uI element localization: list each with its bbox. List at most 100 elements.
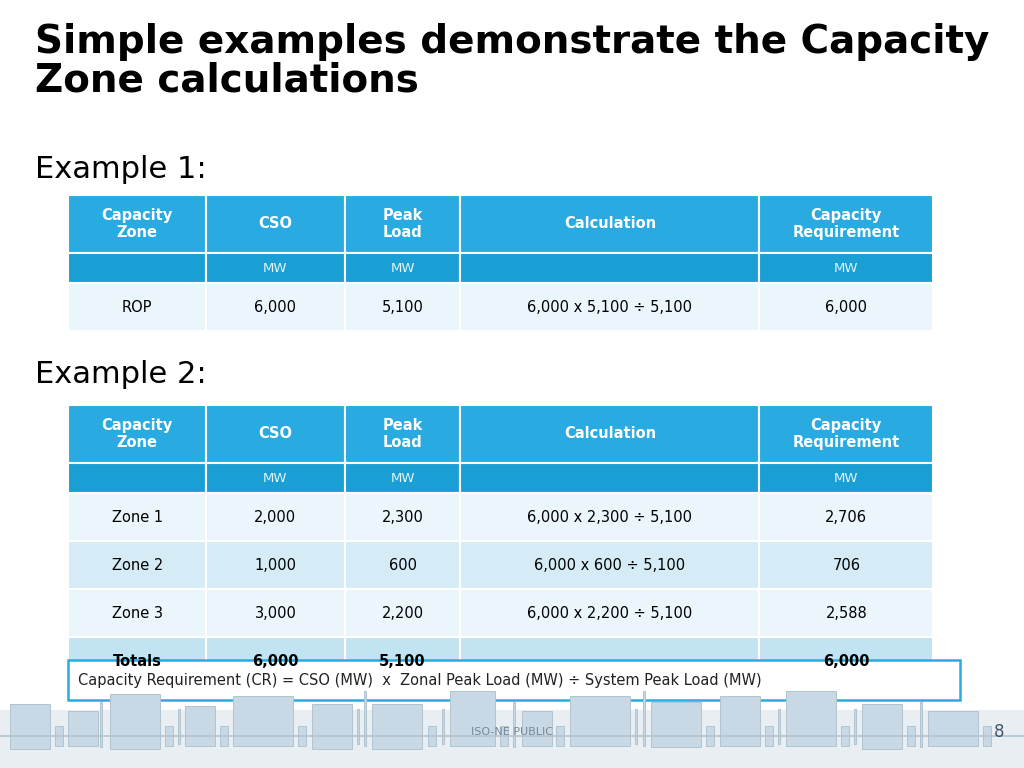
Bar — [643, 690, 645, 746]
Bar — [786, 690, 836, 746]
Text: 6,000: 6,000 — [825, 300, 867, 315]
Bar — [100, 702, 102, 746]
Text: Example 1:: Example 1: — [35, 155, 207, 184]
Bar — [206, 405, 344, 463]
Text: MW: MW — [390, 472, 415, 485]
Text: MW: MW — [263, 472, 288, 485]
Bar — [206, 541, 344, 589]
Bar — [68, 405, 206, 463]
Bar — [68, 541, 206, 589]
Text: Peak
Load: Peak Load — [382, 418, 423, 450]
Bar — [928, 710, 978, 746]
Bar — [312, 703, 352, 749]
Text: 5,100: 5,100 — [379, 654, 426, 668]
Text: ISO-NE PUBLIC: ISO-NE PUBLIC — [471, 727, 553, 737]
Bar — [442, 709, 444, 743]
Bar — [206, 283, 344, 331]
Bar — [68, 589, 206, 637]
Bar — [110, 694, 160, 749]
Bar — [68, 637, 206, 685]
Bar — [185, 706, 215, 746]
Text: 6,000: 6,000 — [254, 300, 296, 315]
Bar — [68, 253, 206, 283]
Text: 2,000: 2,000 — [254, 509, 297, 525]
Bar — [206, 637, 344, 685]
Text: Capacity
Requirement: Capacity Requirement — [793, 208, 900, 240]
Bar — [461, 253, 760, 283]
Text: 600: 600 — [388, 558, 417, 572]
Bar — [206, 253, 344, 283]
Bar — [68, 463, 206, 493]
Text: Zone calculations: Zone calculations — [35, 61, 419, 99]
Bar — [461, 463, 760, 493]
Text: CSO: CSO — [258, 426, 293, 442]
Bar — [760, 405, 933, 463]
Text: Zone 1: Zone 1 — [112, 509, 163, 525]
Bar — [854, 709, 856, 743]
Bar — [364, 690, 366, 746]
Bar — [651, 702, 701, 746]
Text: Calculation: Calculation — [564, 426, 656, 442]
Text: Zone 3: Zone 3 — [112, 605, 163, 621]
Text: Simple examples demonstrate the Capacity: Simple examples demonstrate the Capacity — [35, 23, 989, 61]
Bar — [55, 726, 63, 746]
Bar — [635, 709, 637, 743]
Bar — [178, 709, 180, 743]
Bar — [920, 702, 922, 746]
Bar — [461, 637, 760, 685]
Bar — [778, 709, 780, 743]
Text: 6,000 x 600 ÷ 5,100: 6,000 x 600 ÷ 5,100 — [535, 558, 685, 572]
Text: 2,706: 2,706 — [825, 509, 867, 525]
Text: Capacity
Zone: Capacity Zone — [101, 418, 173, 450]
Bar — [344, 589, 461, 637]
Text: 6,000 x 2,300 ÷ 5,100: 6,000 x 2,300 ÷ 5,100 — [527, 509, 692, 525]
Bar — [760, 195, 933, 253]
Text: Calculation: Calculation — [564, 217, 656, 231]
Bar — [165, 726, 173, 746]
Bar — [461, 283, 760, 331]
Bar — [344, 541, 461, 589]
Bar — [760, 541, 933, 589]
Bar — [344, 637, 461, 685]
Bar — [344, 463, 461, 493]
Text: 5,100: 5,100 — [382, 300, 424, 315]
Text: Capacity
Requirement: Capacity Requirement — [793, 418, 900, 450]
Bar — [983, 726, 991, 746]
Bar — [513, 702, 515, 746]
Bar — [372, 703, 422, 749]
Bar — [760, 493, 933, 541]
Text: 6,000 x 5,100 ÷ 5,100: 6,000 x 5,100 ÷ 5,100 — [527, 300, 692, 315]
Bar — [461, 493, 760, 541]
Bar — [570, 696, 630, 746]
Text: CSO: CSO — [258, 217, 293, 231]
Bar — [760, 589, 933, 637]
Bar — [450, 690, 495, 746]
Bar — [428, 726, 436, 746]
Text: 2,588: 2,588 — [825, 605, 867, 621]
Bar — [344, 283, 461, 331]
Text: 2,200: 2,200 — [381, 605, 424, 621]
Bar — [68, 283, 206, 331]
Bar — [461, 405, 760, 463]
Bar — [760, 253, 933, 283]
Text: Capacity
Zone: Capacity Zone — [101, 208, 173, 240]
Bar — [0, 710, 1024, 768]
Bar — [907, 726, 915, 746]
Bar — [765, 726, 773, 746]
Bar — [760, 463, 933, 493]
Bar — [760, 283, 933, 331]
Text: 8: 8 — [993, 723, 1004, 741]
Bar — [461, 589, 760, 637]
Bar — [206, 463, 344, 493]
Bar — [10, 703, 50, 749]
Bar — [841, 726, 849, 746]
Bar — [344, 195, 461, 253]
Text: 706: 706 — [833, 558, 860, 572]
Text: 3,000: 3,000 — [254, 605, 296, 621]
Bar — [500, 726, 508, 746]
Bar — [720, 696, 760, 746]
Text: 2,300: 2,300 — [382, 509, 424, 525]
Bar — [68, 195, 206, 253]
Bar — [344, 405, 461, 463]
Text: Totals: Totals — [113, 654, 162, 668]
